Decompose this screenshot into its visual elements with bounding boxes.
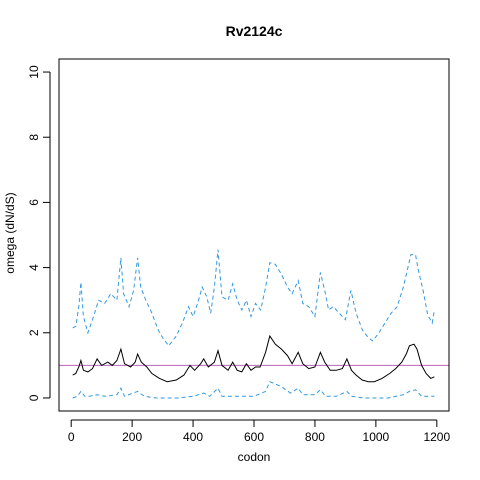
x-tick-label: 200	[122, 430, 142, 444]
plot-area	[59, 249, 449, 399]
x-tick-label: 1200	[423, 430, 450, 444]
x-tick-label: 0	[68, 430, 75, 444]
x-axis: 0 200 400 600 800 1000 1200	[68, 419, 450, 444]
y-tick-label: 10	[27, 65, 41, 79]
plot-frame	[58, 58, 450, 412]
y-tick-label: 8	[27, 134, 41, 141]
y-tick-label: 6	[27, 199, 41, 206]
y-tick-label: 4	[27, 264, 41, 271]
x-tick-label: 600	[244, 430, 264, 444]
x-tick-label: 800	[305, 430, 325, 444]
y-axis: 0 2 4 6 8 10	[27, 65, 51, 401]
y-tick-label: 0	[27, 394, 41, 401]
series-line-estimate	[72, 334, 435, 383]
series-line-upper-ci	[72, 249, 435, 347]
x-tick-label: 1000	[363, 430, 390, 444]
y-axis-label: omega (dN/dS)	[3, 192, 17, 273]
chart-title: Rv2124c	[226, 23, 283, 39]
x-axis-label: codon	[238, 450, 271, 464]
y-tick-label: 2	[27, 329, 41, 336]
series-line-lower-ci	[72, 381, 435, 399]
x-tick-label: 400	[183, 430, 203, 444]
